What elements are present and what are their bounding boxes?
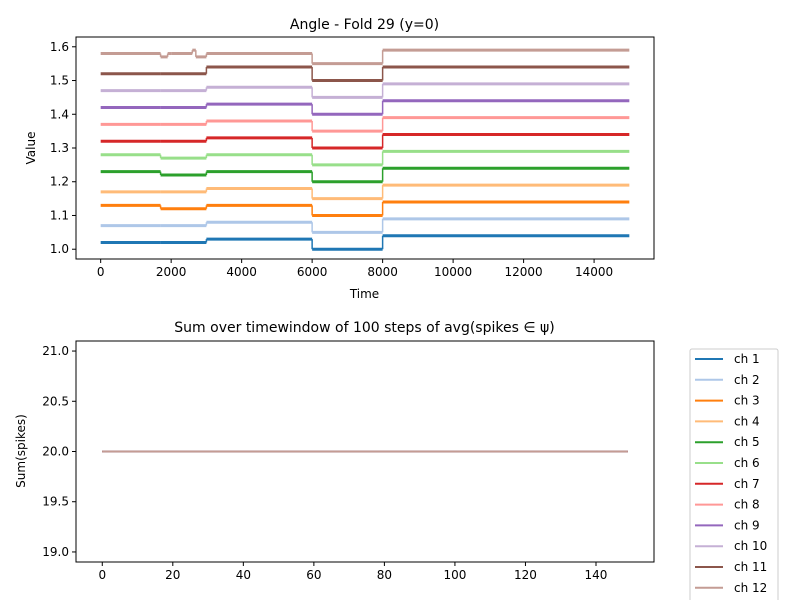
bottom-y-axis-label: Sum(spikes) [14,414,28,488]
y-tick-label: 1.3 [50,141,69,155]
x-tick-label: 8000 [367,265,398,279]
x-tick-label: 0 [98,568,106,582]
y-tick-label: 20.0 [42,445,69,459]
x-tick-label: 80 [377,568,392,582]
legend-entry: ch 7 [695,477,760,491]
top-x-axis-label: Time [349,287,379,301]
bottom-y-ticks: 19.0 19.5 20.0 20.5 21.0 [42,344,76,559]
legend-label: ch 3 [734,394,760,408]
legend-entry: ch 4 [695,414,760,428]
series-3 [100,200,630,217]
legend-entry: ch 3 [695,394,760,408]
series-12 [100,48,630,66]
y-tick-label: 1.1 [50,208,69,222]
legend-frame [689,348,779,600]
bottom-chart-title: Sum over timewindow of 100 steps of avg(… [174,320,554,336]
series-7 [100,133,630,150]
series-9 [100,99,630,116]
series-10 [100,82,630,99]
legend-label: ch 4 [734,414,760,428]
x-tick-label: 0 [97,265,105,279]
legend-label: ch 11 [734,560,767,574]
legend-label: ch 7 [734,477,760,491]
top-chart-title: Angle - Fold 29 (y=0) [290,17,439,33]
legend-label: ch 5 [734,435,760,449]
series-2 [100,217,630,234]
legend: ch 1 ch 2 ch 3 ch 4 ch 5 ch 6 ch 7 ch 8 ch 9 ch 1… [689,348,779,600]
x-tick-label: 6000 [297,265,328,279]
legend-entry: ch 9 [695,518,760,532]
legend-label: ch 8 [734,498,760,512]
legend-label: ch 9 [734,518,760,532]
top-plot-area [100,48,630,251]
legend-entry: ch 8 [695,498,760,512]
x-tick-label: 10000 [434,265,472,279]
top-y-axis-label: Value [24,132,38,165]
legend-label: ch 1 [734,352,760,366]
y-tick-label: 1.2 [50,175,69,189]
top-x-ticks: 0 2000 4000 6000 8000 10000 12000 14000 [97,259,613,279]
legend-label: ch 2 [734,373,760,387]
top-chart: Angle - Fold 29 (y=0) 0 2000 4000 6000 8000 1… [24,17,655,301]
legend-entry: ch 1 [695,352,760,366]
legend-items: ch 1 ch 2 ch 3 ch 4 ch 5 ch 6 ch 7 ch 8 ch 9 ch 1… [695,352,767,595]
legend-entry: ch 11 [695,560,767,574]
series-8 [100,116,630,133]
x-tick-label: 2000 [156,265,187,279]
y-tick-label: 1.5 [50,74,69,88]
y-tick-label: 1.0 [50,242,69,256]
y-tick-label: 21.0 [42,344,69,358]
legend-entry: ch 6 [695,456,760,470]
series-5 [100,166,630,184]
series-1 [100,234,630,251]
x-tick-label: 20 [165,568,180,582]
x-tick-label: 14000 [575,265,613,279]
y-tick-label: 1.6 [50,40,69,54]
x-tick-label: 40 [236,568,251,582]
y-tick-label: 1.4 [50,107,69,121]
legend-entry: ch 5 [695,435,760,449]
x-tick-label: 100 [443,568,466,582]
y-tick-label: 20.5 [42,394,69,408]
legend-entry: ch 2 [695,373,760,387]
series-11 [100,65,630,83]
bottom-chart: Sum over timewindow of 100 steps of avg(… [14,320,655,582]
legend-entry: ch 12 [695,581,767,595]
series-6 [100,149,630,167]
legend-label: ch 6 [734,456,760,470]
x-tick-label: 12000 [505,265,543,279]
x-tick-label: 120 [514,568,537,582]
bottom-x-ticks: 0 20 40 60 80 100 120 140 [98,562,607,582]
series-4 [100,183,630,201]
x-tick-label: 140 [585,568,608,582]
top-y-ticks: 1.0 1.1 1.2 1.3 1.4 1.5 1.6 [50,40,76,256]
y-tick-label: 19.5 [42,495,69,509]
legend-entry: ch 10 [695,539,767,553]
y-tick-label: 19.0 [42,545,69,559]
legend-label: ch 10 [734,539,767,553]
x-tick-label: 60 [306,568,321,582]
legend-label: ch 12 [734,581,767,595]
x-tick-label: 4000 [226,265,257,279]
